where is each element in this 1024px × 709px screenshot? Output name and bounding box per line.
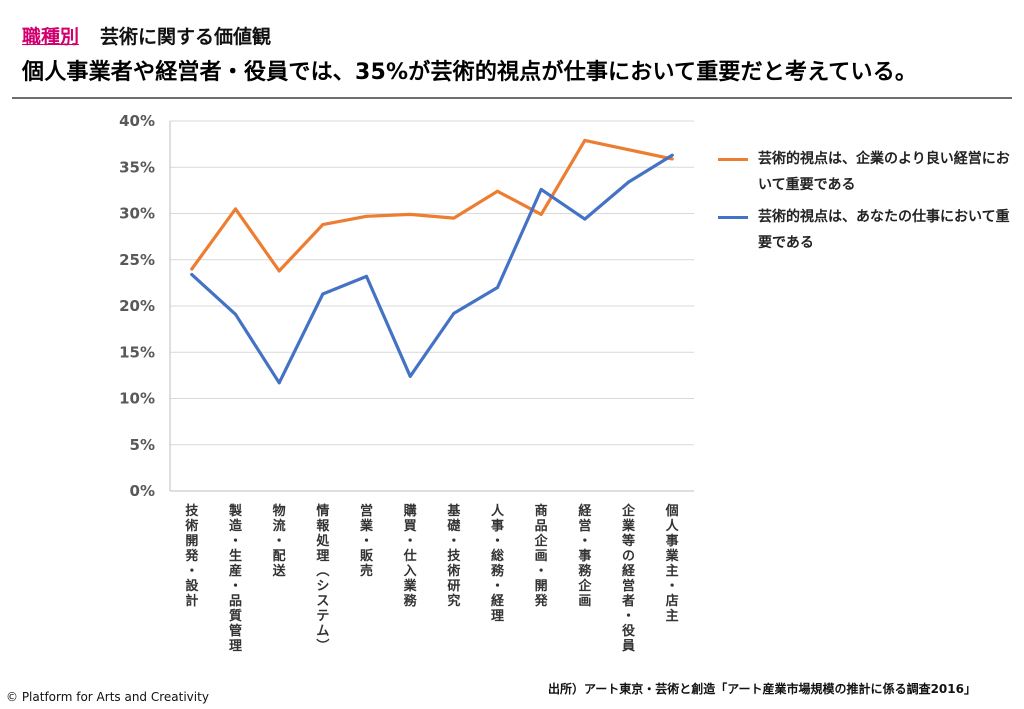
legend-item-work: 芸術的視点は、あなたの仕事において重要である xyxy=(718,204,1018,262)
y-tick-label: 5% xyxy=(130,436,155,454)
data-point-s1-12 xyxy=(670,157,674,161)
x-category-label: 情報処理︵システム︶ xyxy=(315,503,330,654)
data-point-s1-1 xyxy=(190,267,194,271)
data-point-s2-12 xyxy=(670,153,674,157)
y-tick-label: 35% xyxy=(119,158,155,176)
x-category-label: 個人事業主・店主 xyxy=(665,503,680,624)
y-tick-label: 40% xyxy=(119,112,155,130)
legend-swatch-work xyxy=(718,216,748,219)
data-point-s2-9 xyxy=(539,187,543,191)
series-line-1 xyxy=(190,138,674,273)
x-category-label: 物流・配送 xyxy=(272,503,287,579)
data-point-s1-9 xyxy=(539,212,543,216)
legend: 芸術的視点は、企業のより良い経営において重要である 芸術的視点は、あなたの仕事に… xyxy=(718,146,1018,262)
x-category-label: 営業・販売 xyxy=(359,503,374,579)
section-title: 芸術に関する価値観 xyxy=(100,26,272,48)
data-point-s2-11 xyxy=(627,180,630,184)
data-point-s1-5 xyxy=(365,214,368,218)
data-point-s1-7 xyxy=(452,216,456,220)
legend-swatch-org xyxy=(718,158,748,161)
axes xyxy=(169,121,694,492)
y-axis-ticks: 0% 5% 10% 15% 20% 25% 30% 35% 40% xyxy=(119,112,155,500)
data-point-s1-6 xyxy=(408,212,412,216)
data-point-s2-8 xyxy=(496,286,499,289)
y-tick-label: 30% xyxy=(119,205,155,223)
data-point-s1-8 xyxy=(496,189,499,193)
data-point-s2-4 xyxy=(321,292,325,296)
data-point-s2-3 xyxy=(277,381,281,385)
data-point-s2-10 xyxy=(583,217,587,221)
legend-label-org: 芸術的視点は、企業のより良い経営において重要である xyxy=(758,151,1010,193)
series-lines xyxy=(190,138,674,385)
x-axis-categories: 技術開発・設計 製造・生産・品質管理 物流・配送 情報処理︵システム︶ 営業・販売 購買・… xyxy=(184,503,679,654)
category-tag: 職種別 xyxy=(22,26,80,48)
source-note: 出所）アート東京・芸術と創造「アート産業市場規模の推計に係る調査2016」 xyxy=(548,682,976,696)
x-category-label: 商品企画・開発 xyxy=(534,503,549,609)
series-line-2 xyxy=(190,153,674,385)
header-divider xyxy=(12,97,1012,99)
x-category-label: 製造・生産・品質管理 xyxy=(228,503,243,654)
data-point-s2-2 xyxy=(234,312,237,316)
y-tick-label: 10% xyxy=(119,390,155,408)
x-category-label: 経営・事務企画 xyxy=(577,503,592,609)
y-tick-label: 20% xyxy=(119,297,155,315)
data-point-s2-7 xyxy=(452,311,456,315)
copyright: © Platform for Arts and Creativity xyxy=(6,690,209,704)
legend-item-org: 芸術的視点は、企業のより良い経営において重要である xyxy=(718,146,1018,204)
data-point-s1-3 xyxy=(277,269,281,273)
data-point-s2-1 xyxy=(190,273,194,277)
x-category-label: 技術開発・設計 xyxy=(184,503,199,609)
data-point-s2-5 xyxy=(365,274,368,278)
headline: 個人事業者や経営者・役員では、35%が芸術的視点が仕事において重要だと考えている… xyxy=(22,60,918,85)
x-category-label: 購買・仕入業務 xyxy=(403,503,418,609)
x-category-label: 基礎・技術研究 xyxy=(446,503,461,609)
data-point-s1-10 xyxy=(583,138,587,142)
y-tick-label: 15% xyxy=(119,343,155,361)
y-tick-label: 0% xyxy=(130,482,155,500)
data-point-s1-11 xyxy=(627,148,630,152)
grid-lines xyxy=(170,120,694,446)
legend-label-work: 芸術的視点は、あなたの仕事において重要である xyxy=(758,209,1010,251)
x-category-label: 人事・総務・経理 xyxy=(491,503,505,624)
y-tick-label: 25% xyxy=(119,251,155,269)
data-point-s2-6 xyxy=(408,374,412,378)
x-category-label: 企業等の経営者・役員 xyxy=(621,503,636,654)
data-point-s1-4 xyxy=(321,223,325,227)
data-point-s1-2 xyxy=(234,207,237,211)
